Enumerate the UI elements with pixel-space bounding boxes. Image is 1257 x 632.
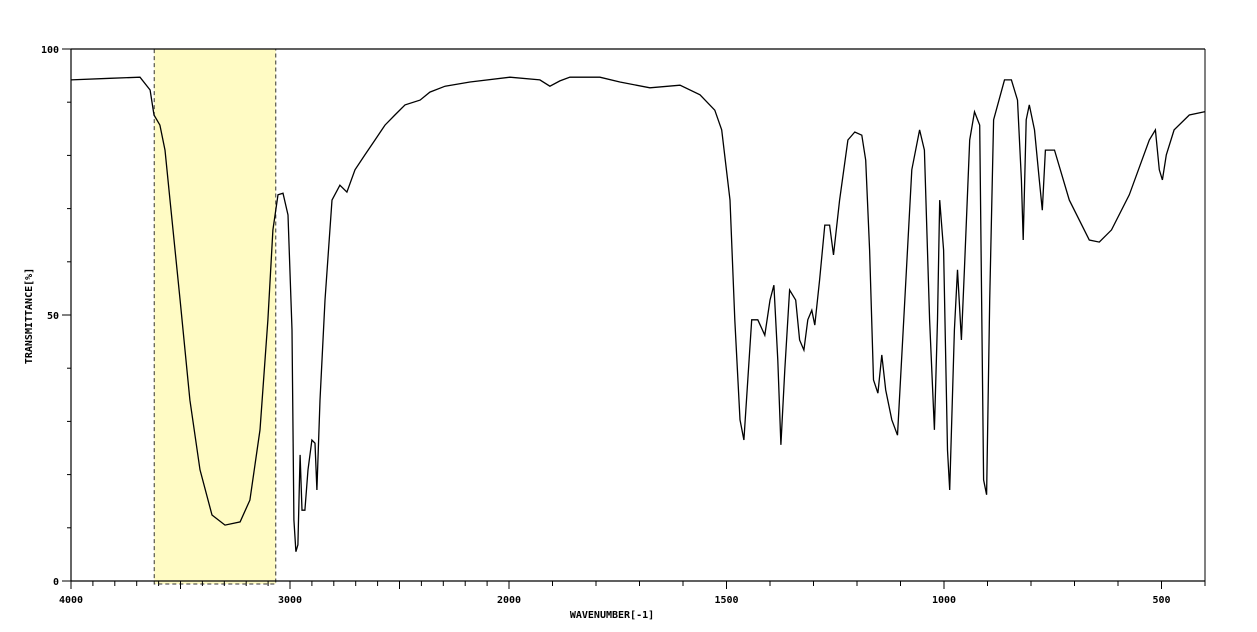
x-tick-label: 4000	[59, 595, 83, 606]
y-tick-label: 100	[41, 45, 59, 56]
x-tick-label: 1500	[714, 595, 738, 606]
x-tick-label: 500	[1152, 595, 1170, 606]
x-tick-label: 1000	[932, 595, 956, 606]
highlight-region	[153, 48, 277, 585]
x-tick-label: 2000	[497, 595, 521, 606]
y-tick-label: 0	[53, 577, 59, 588]
x-tick-label: 3000	[278, 595, 302, 606]
axes	[62, 48, 1206, 589]
y-axis-label: TRANSMITTANCE[%]	[24, 268, 35, 364]
tick-labels: 4000 3000 2000 1500 1000 500 0 50 100	[41, 45, 1171, 606]
spectrum-line	[70, 76, 1205, 552]
y-tick-label: 50	[47, 311, 59, 322]
x-axis-label: WAVENUMBER[-1]	[570, 610, 654, 621]
